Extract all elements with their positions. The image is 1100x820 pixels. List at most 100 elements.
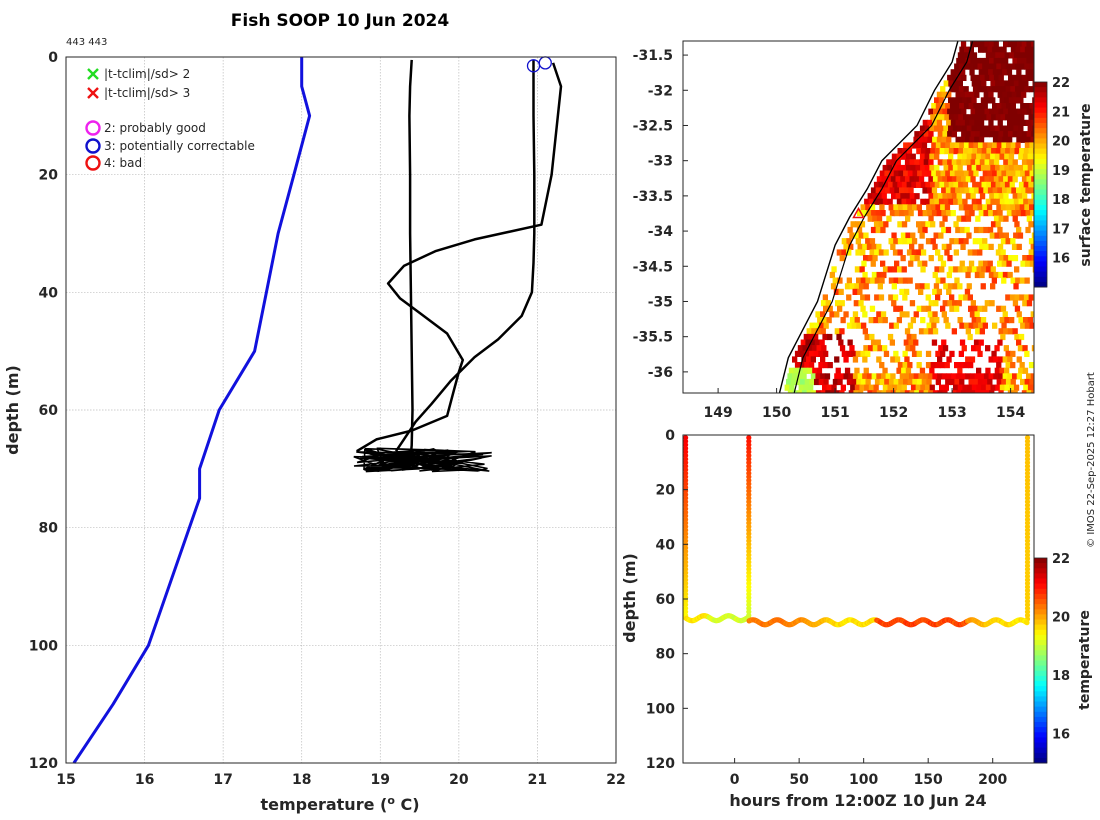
map-colorbar-segment bbox=[1034, 97, 1047, 103]
map-sst-pixel bbox=[895, 193, 901, 200]
map-sst-pixel bbox=[918, 390, 925, 393]
map-sst-pixel bbox=[960, 69, 966, 76]
map-colorbar-segment bbox=[1034, 87, 1047, 93]
timeseries-cast-point bbox=[746, 467, 752, 473]
map-sst-pixel bbox=[939, 362, 946, 369]
map-sst-pixel bbox=[1013, 97, 1019, 104]
map-sst-pixel bbox=[910, 164, 916, 172]
map-sst-pixel bbox=[999, 153, 1005, 160]
map-sst-pixel bbox=[908, 339, 914, 346]
timeseries-cast-point bbox=[746, 534, 752, 540]
map-sst-pixel bbox=[1023, 148, 1030, 155]
map-sst-pixel bbox=[864, 333, 870, 341]
map-sst-pixel bbox=[974, 91, 980, 98]
map-sst-pixel bbox=[917, 142, 923, 149]
map-sst-pixel bbox=[1029, 378, 1034, 386]
map-sst-pixel bbox=[1031, 176, 1034, 183]
map-sst-pixel bbox=[979, 74, 986, 81]
map-sst-pixel bbox=[879, 362, 885, 369]
map-sst-pixel bbox=[1018, 198, 1024, 205]
map-sst-pixel bbox=[946, 243, 952, 250]
map-sst-pixel bbox=[850, 384, 856, 391]
map-sst-pixel bbox=[942, 390, 948, 393]
timeseries-cast-point bbox=[746, 527, 752, 533]
timeseries-axes-box bbox=[682, 434, 1035, 764]
map-sst-pixel bbox=[862, 328, 868, 335]
map-colorbar-segment bbox=[1034, 102, 1047, 109]
timeseries-cast-point bbox=[683, 452, 689, 459]
map-sst-pixel bbox=[965, 390, 971, 393]
map-sst-pixel bbox=[1016, 91, 1022, 98]
map-sst-pixel bbox=[896, 367, 902, 374]
map-sst-pixel bbox=[1004, 181, 1011, 188]
map-sst-pixel bbox=[857, 243, 863, 250]
map-sst-pixel bbox=[1000, 238, 1007, 245]
map-sst-pixel bbox=[945, 378, 951, 386]
map-sst-pixel bbox=[959, 170, 965, 177]
map-sst-pixel bbox=[968, 46, 974, 53]
map-sst-pixel bbox=[954, 170, 960, 177]
map-sst-pixel bbox=[898, 170, 904, 177]
map-sst-pixel bbox=[837, 305, 843, 312]
map-sst-pixel bbox=[843, 356, 849, 363]
map-sst-pixel bbox=[857, 288, 863, 295]
map-sst-pixel bbox=[949, 350, 955, 357]
map-sst-pixel bbox=[999, 80, 1006, 87]
map-sst-pixel bbox=[1021, 108, 1028, 115]
map-sst-pixel bbox=[913, 339, 919, 346]
map-sst-pixel bbox=[822, 362, 829, 369]
timeseries-cast-point bbox=[746, 559, 752, 565]
map-sst-pixel bbox=[811, 390, 817, 393]
map-sst-pixel bbox=[931, 142, 937, 149]
map-coastline bbox=[778, 41, 959, 393]
map-sst-pixel bbox=[882, 198, 889, 205]
map-colorbar-segment bbox=[1034, 199, 1047, 206]
map-sst-pixel bbox=[866, 373, 873, 380]
map-sst-pixel bbox=[980, 317, 987, 324]
map-sst-pixel bbox=[801, 373, 807, 380]
map-sst-pixel bbox=[988, 271, 995, 279]
map-colorbar-tick: 20 bbox=[1052, 135, 1070, 150]
timeseries-cast-point bbox=[1024, 534, 1031, 540]
map-sst-pixel bbox=[854, 367, 860, 374]
map-sst-pixel bbox=[974, 373, 980, 380]
map-sst-pixel bbox=[901, 181, 908, 188]
map-sst-pixel bbox=[983, 69, 989, 76]
map-ytick-label: -32.5 bbox=[633, 118, 673, 134]
flagged-point-marker bbox=[538, 56, 552, 70]
map-sst-pixel bbox=[922, 136, 928, 143]
map-sst-pixel bbox=[1019, 114, 1025, 121]
map-sst-pixel bbox=[854, 266, 861, 273]
map-sst-pixel bbox=[927, 136, 933, 143]
map-sst-pixel bbox=[967, 294, 973, 301]
map-sst-pixel bbox=[976, 317, 982, 324]
map-sst-pixel bbox=[903, 142, 909, 149]
map-sst-pixel bbox=[971, 153, 977, 160]
map-sst-pixel bbox=[989, 232, 995, 239]
map-sst-pixel bbox=[997, 243, 1004, 250]
timeseries-cast-point bbox=[746, 502, 752, 508]
map-sst-pixel bbox=[979, 243, 985, 250]
timeseries-cast-point bbox=[1024, 559, 1031, 565]
map-sst-pixel bbox=[970, 176, 976, 183]
map-sst-pixel bbox=[978, 210, 984, 217]
map-sst-pixel bbox=[902, 277, 909, 284]
map-sst-pixel bbox=[821, 345, 827, 352]
map-sst-pixel bbox=[866, 243, 873, 250]
map-sst-pixel bbox=[953, 198, 959, 205]
map-sst-pixel bbox=[903, 378, 909, 386]
map-sst-pixel bbox=[954, 378, 960, 386]
map-sst-pixel bbox=[929, 164, 935, 172]
map-sst-pixel bbox=[920, 317, 926, 324]
map-sst-pixel bbox=[937, 255, 944, 262]
timeseries-colorbar-segment bbox=[1034, 604, 1047, 610]
map-sst-pixel bbox=[997, 91, 1003, 98]
map-colorbar-segment bbox=[1034, 251, 1047, 257]
map-sst-pixel bbox=[863, 345, 869, 352]
map-sst-pixel bbox=[795, 378, 801, 386]
map-sst-pixel bbox=[1010, 86, 1016, 93]
map-ticks: 149 150 151 152 153 154-31.5-32-32.5-33-33.5-… bbox=[633, 48, 1026, 421]
map-sst-pixel bbox=[979, 373, 985, 380]
map-sst-pixel bbox=[951, 176, 957, 183]
